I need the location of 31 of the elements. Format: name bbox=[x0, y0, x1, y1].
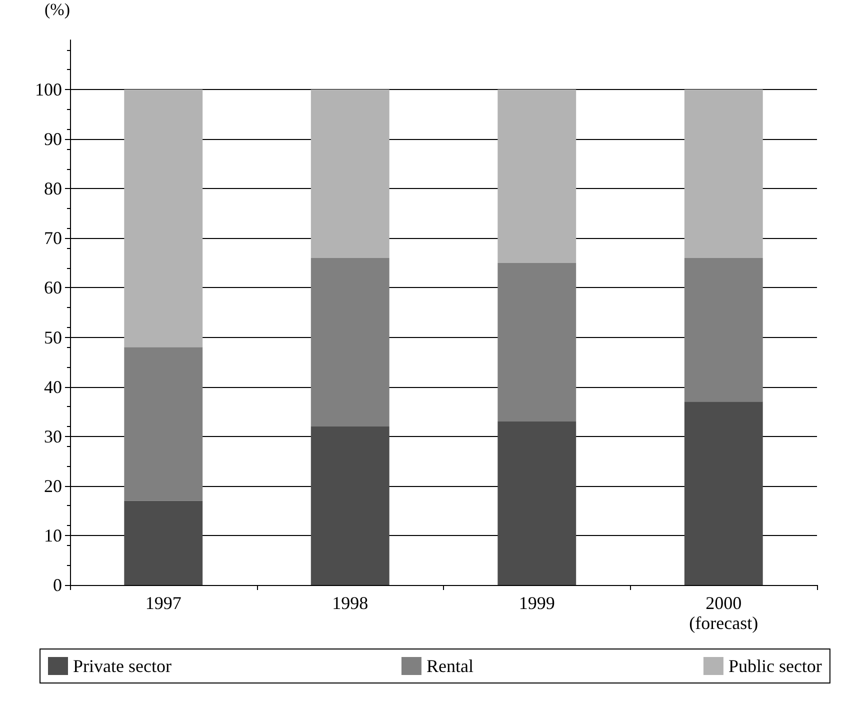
bar bbox=[684, 258, 763, 402]
bar bbox=[310, 426, 390, 585]
x-tick-label: 1997 bbox=[145, 593, 182, 613]
y-tick-label: 0 bbox=[53, 575, 62, 595]
bar bbox=[310, 90, 390, 258]
y-tick-label: 10 bbox=[44, 525, 62, 546]
bar bbox=[124, 500, 203, 585]
bar bbox=[498, 422, 576, 585]
y-axis-title: (%) bbox=[44, 0, 70, 19]
y-tick-label: 70 bbox=[44, 228, 62, 248]
bar bbox=[310, 258, 390, 426]
bar bbox=[498, 90, 576, 263]
y-tick-label: 90 bbox=[44, 129, 62, 150]
y-tick-label: 100 bbox=[35, 80, 62, 100]
y-tick-label: 60 bbox=[44, 278, 62, 298]
x-tick-label: 2000 (forecast) bbox=[689, 593, 758, 633]
y-tick-label: 40 bbox=[44, 376, 62, 397]
legend-label: Rental bbox=[426, 656, 474, 676]
bar bbox=[684, 402, 763, 585]
y-tick-label: 20 bbox=[44, 476, 62, 496]
y-tick-label: 50 bbox=[44, 327, 62, 348]
y-tick-label: 30 bbox=[44, 426, 62, 446]
bar bbox=[684, 90, 763, 258]
legend-label: Private sector bbox=[73, 656, 172, 676]
x-tick-label: 1998 bbox=[332, 593, 368, 613]
x-tick-label: 1999 bbox=[518, 593, 555, 613]
bar bbox=[498, 262, 576, 422]
bar bbox=[124, 347, 203, 501]
bar bbox=[124, 90, 203, 348]
y-tick-label: 80 bbox=[44, 178, 62, 199]
legend-label: Public sector bbox=[728, 656, 822, 676]
